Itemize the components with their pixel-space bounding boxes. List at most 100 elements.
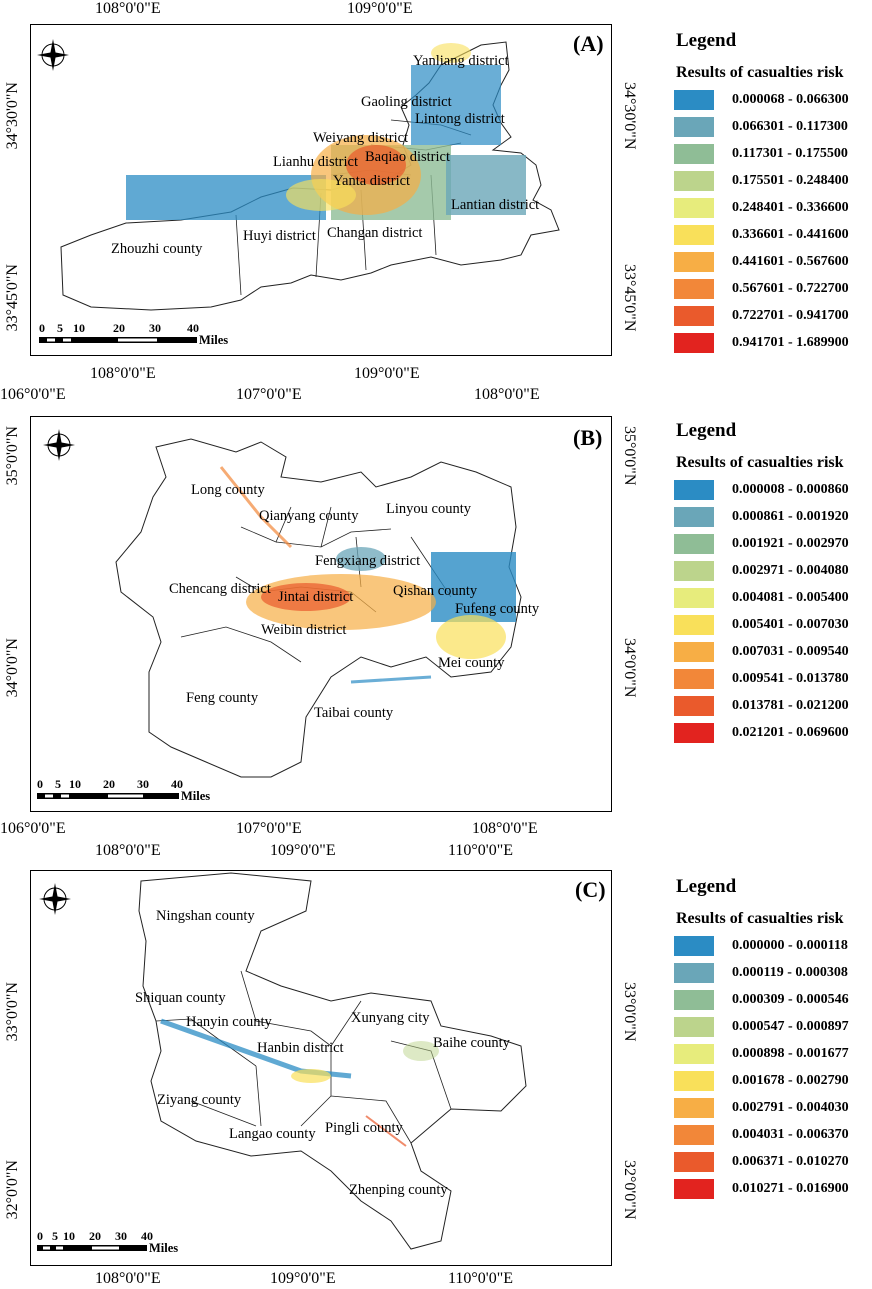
legend-swatch xyxy=(674,90,714,110)
panel-letter: (A) xyxy=(573,31,604,56)
risk-density-layer xyxy=(160,1018,439,1147)
legend-item: 0.005401 - 0.007030 xyxy=(674,615,872,637)
place-label: Langao county xyxy=(229,1126,316,1142)
place-label: Feng county xyxy=(186,690,259,706)
right-coord: 33°45'0"N xyxy=(621,264,638,332)
legend-item: 0.002971 - 0.004080 xyxy=(674,561,872,583)
panel-a: 108°0'0"E 109°0'0"E xyxy=(0,0,872,430)
legend-swatch xyxy=(674,1152,714,1172)
place-label: Ningshan county xyxy=(156,908,255,924)
legend-swatch xyxy=(674,198,714,218)
legend-item: 0.004031 - 0.006370 xyxy=(674,1125,872,1147)
legend-swatch xyxy=(674,480,714,500)
legend-item: 0.000119 - 0.000308 xyxy=(674,963,872,985)
right-coord: 34°30'0"N xyxy=(621,82,638,150)
right-coord: 32°0'0"N xyxy=(621,1160,638,1220)
place-label: Fengxiang district xyxy=(315,553,421,569)
place-label: Taibai county xyxy=(314,705,394,721)
legend-item: 0.001921 - 0.002970 xyxy=(674,534,872,556)
legend-swatch xyxy=(674,642,714,662)
legend-item: 0.006371 - 0.010270 xyxy=(674,1152,872,1174)
place-label: Gaoling district xyxy=(361,94,452,110)
legend-item: 0.000309 - 0.000546 xyxy=(674,990,872,1012)
legend-swatch xyxy=(674,117,714,137)
bottom-coord: 109°0'0"E xyxy=(354,365,420,382)
legend-swatch xyxy=(674,1125,714,1145)
place-label: Yanta district xyxy=(333,173,411,189)
place-label: Weiyang district xyxy=(313,130,409,146)
place-label: Jintai district xyxy=(278,589,354,605)
legend-item: 0.010271 - 0.016900 xyxy=(674,1179,872,1201)
legend-item: 0.000547 - 0.000897 xyxy=(674,1017,872,1039)
north-arrow-icon xyxy=(39,883,71,915)
legend-item: 0.009541 - 0.013780 xyxy=(674,669,872,691)
bottom-coord: 108°0'0"E xyxy=(95,1270,161,1287)
legend-item: 0.117301 - 0.175500 xyxy=(674,144,872,166)
legend-swatch xyxy=(674,1071,714,1091)
risk-density-layer xyxy=(126,43,526,220)
legend-item: 0.021201 - 0.069600 xyxy=(674,723,872,745)
map-frame: (C) Ningshan county Shiquan county Hanyi… xyxy=(30,870,612,1266)
legend-swatch xyxy=(674,963,714,983)
legend-swatch xyxy=(674,723,714,743)
legend-swatch xyxy=(674,1098,714,1118)
place-label: Ziyang county xyxy=(157,1092,242,1108)
right-coord: 33°0'0"N xyxy=(621,982,638,1042)
bottom-coord: 106°0'0"E xyxy=(0,820,66,837)
scale-bar: 0 5 10 20 30 40 Miles xyxy=(37,777,211,803)
place-label: Baihe county xyxy=(433,1035,510,1051)
legend-item: 0.000000 - 0.000118 xyxy=(674,936,872,958)
panel-letter: (C) xyxy=(575,877,606,902)
legend-swatch xyxy=(674,1017,714,1037)
bottom-coord: 107°0'0"E xyxy=(236,820,302,837)
right-coord: 35°0'0"N xyxy=(621,426,638,486)
place-label: Linyou county xyxy=(386,501,471,517)
legend-swatch xyxy=(674,252,714,272)
place-label: Qianyang county xyxy=(259,508,359,524)
panel-letter: (B) xyxy=(573,425,603,450)
legend-swatch xyxy=(674,333,714,353)
risk-density-layer xyxy=(219,466,516,684)
legend-swatch xyxy=(674,615,714,635)
bottom-coord: 109°0'0"E xyxy=(270,1270,336,1287)
legend-swatch xyxy=(674,1044,714,1064)
map-canvas xyxy=(37,39,560,311)
legend-item: 0.000008 - 0.000860 xyxy=(674,480,872,502)
top-coord: 110°0'0"E xyxy=(448,842,513,859)
legend-swatch xyxy=(674,534,714,554)
legend-item: 0.441601 - 0.567600 xyxy=(674,252,872,274)
place-label: Yanliang district xyxy=(413,53,509,69)
place-label: Mei county xyxy=(438,655,505,671)
place-label: Qishan county xyxy=(393,583,478,599)
legend-item: 0.941701 - 1.689900 xyxy=(674,333,872,355)
right-coord: 34°0'0"N xyxy=(621,638,638,698)
legend-item: 0.001678 - 0.002790 xyxy=(674,1071,872,1093)
panel-c: 108°0'0"E 109°0'0"E 110°0'0"E (C) Ningsh… xyxy=(0,842,872,1289)
place-label: Hanyin county xyxy=(186,1014,272,1030)
legend-swatch xyxy=(674,144,714,164)
bottom-coord: 110°0'0"E xyxy=(448,1270,513,1287)
scale-bar: 0 5 10 20 30 40 Miles xyxy=(39,321,229,347)
bottom-coord: 108°0'0"E xyxy=(90,365,156,382)
top-coord: 108°0'0"E xyxy=(474,386,540,403)
place-label: Lintong district xyxy=(415,111,505,127)
legend-item: 0.336601 - 0.441600 xyxy=(674,225,872,247)
boundary xyxy=(155,970,452,1144)
place-label: Long county xyxy=(191,482,265,498)
bottom-coord: 108°0'0"E xyxy=(472,820,538,837)
map-canvas xyxy=(43,429,522,778)
legend-item: 0.000861 - 0.001920 xyxy=(674,507,872,529)
place-label: Hanbin district xyxy=(257,1040,344,1056)
map-frame: (B) Long county Qianyang county Linyou c… xyxy=(30,416,612,812)
legend-swatch xyxy=(674,507,714,527)
legend-item: 0.002791 - 0.004030 xyxy=(674,1098,872,1120)
place-label: Fufeng county xyxy=(455,601,540,617)
place-label: Chencang district xyxy=(169,581,271,597)
legend-swatch xyxy=(674,306,714,326)
place-label: Lianhu district xyxy=(273,154,358,170)
left-coord: 34°0'0"N xyxy=(4,638,21,698)
place-label: Zhenping county xyxy=(349,1182,448,1198)
place-label: Pingli county xyxy=(325,1120,403,1136)
legend-swatch xyxy=(674,1179,714,1199)
legend-swatch xyxy=(674,171,714,191)
